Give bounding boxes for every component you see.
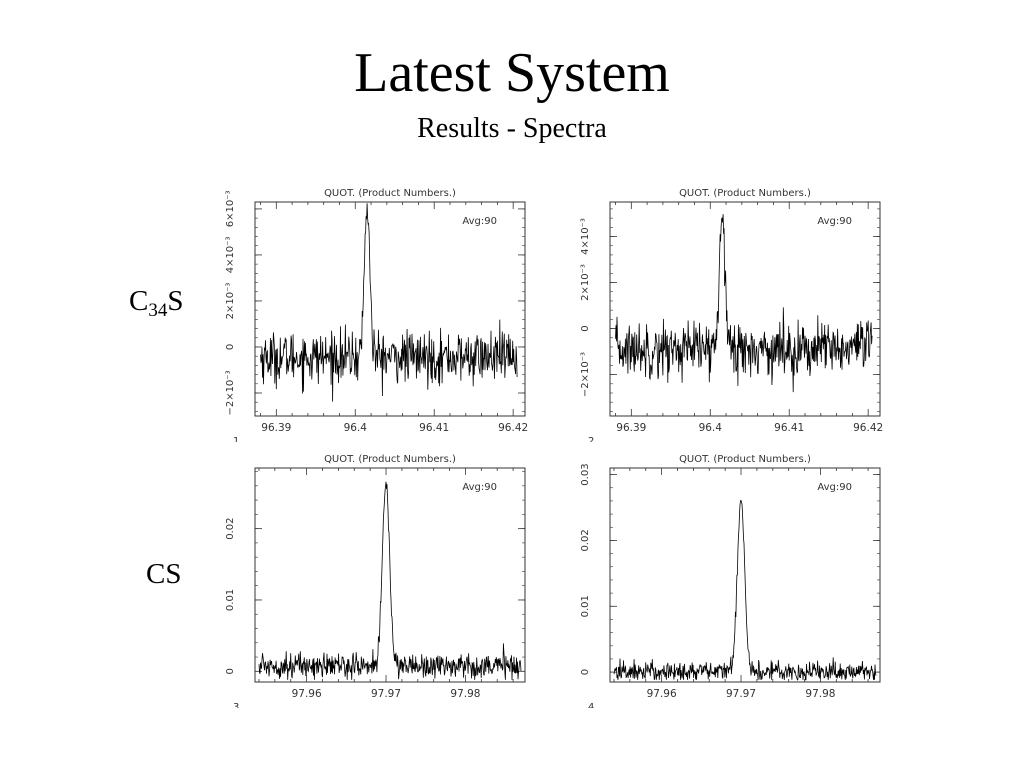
spectrum-trace — [615, 214, 873, 393]
spectrum-panel-3: QUOT. (Product Numbers.) 97.96 97.97 97.98 0… — [225, 454, 526, 708]
row-label-c34s: C34S — [129, 284, 183, 328]
x-tick-label: 96.41 — [774, 422, 804, 434]
x-tick-label: 96.4 — [699, 422, 723, 434]
plot-title: QUOT. (Product Numbers.) — [324, 454, 456, 465]
y-tick-label: 0.02 — [580, 529, 591, 551]
row-label-subscript: 34 — [148, 300, 168, 321]
y-tick-label: 0 — [580, 325, 591, 331]
avg-annotation: Avg:90 — [462, 482, 497, 493]
y-tick-label: 0 — [225, 344, 236, 350]
y-tick-label: 2×10⁻³ — [225, 283, 236, 320]
plot-title: QUOT. (Product Numbers.) — [679, 188, 811, 199]
y-tick-label: 0.01 — [225, 589, 236, 611]
spectrum-trace — [258, 481, 522, 680]
x-tick-label: 96.39 — [616, 422, 646, 434]
panel-number: 4 — [588, 702, 594, 708]
row-label-tail: S — [167, 285, 184, 317]
y-tick-label: −2×10⁻³ — [580, 352, 591, 397]
y-tick-label: 4×10⁻³ — [225, 237, 236, 274]
y-tick-label: 0 — [580, 669, 591, 675]
y-tick-label: 6×10⁻³ — [225, 191, 236, 228]
y-tick-label: 0.02 — [225, 518, 236, 540]
spectrum-panel-2: QUOT. (Product Numbers.) 96.39 96.4 96.41 96… — [580, 188, 883, 442]
y-tick-label: 2×10⁻³ — [580, 264, 591, 301]
x-tick-label: 96.42 — [498, 422, 528, 434]
panel-number: 2 — [588, 436, 594, 442]
x-tick-label: 97.98 — [450, 688, 480, 700]
x-tick-label: 97.96 — [647, 688, 677, 700]
y-tick-label: 4×10⁻³ — [580, 218, 591, 255]
row-label-cs: CS — [146, 557, 181, 591]
spectrum-trace — [613, 499, 877, 681]
spectrum-trace — [260, 203, 518, 402]
x-tick-label: 96.4 — [344, 422, 368, 434]
row-label-main: CS — [146, 558, 182, 590]
plot-frame — [609, 201, 881, 417]
panel-number: 3 — [233, 702, 239, 708]
row-label-main: C — [129, 285, 149, 317]
y-tick-label: −2×10⁻³ — [225, 370, 236, 415]
spectrum-panel-4: QUOT. (Product Numbers.) 97.96 97.97 97.98 0… — [580, 454, 881, 708]
x-tick-label: 97.97 — [726, 688, 756, 700]
plot-frame — [254, 467, 526, 683]
y-tick-label: 0.01 — [580, 595, 591, 617]
avg-annotation: Avg:90 — [817, 482, 852, 493]
panel-number: 1 — [233, 436, 239, 442]
x-tick-label: 96.42 — [853, 422, 883, 434]
x-tick-label: 96.41 — [419, 422, 449, 434]
plot-title: QUOT. (Product Numbers.) — [679, 454, 811, 465]
x-tick-label: 97.98 — [805, 688, 835, 700]
plot-frame — [254, 201, 526, 417]
plot-title: QUOT. (Product Numbers.) — [324, 188, 456, 199]
y-tick-label: 0.03 — [580, 463, 591, 485]
spectrum-panel-1: QUOT. (Product Numbers.) 96.39 96.4 96.41 96… — [225, 188, 528, 442]
x-tick-label: 97.97 — [371, 688, 401, 700]
avg-annotation: Avg:90 — [817, 216, 852, 227]
x-tick-label: 96.39 — [261, 422, 291, 434]
x-tick-label: 97.96 — [292, 688, 322, 700]
slide-title: Latest System — [354, 42, 670, 104]
plot-frame — [609, 467, 881, 683]
slide-subtitle: Results - Spectra — [417, 113, 607, 144]
y-tick-label: 0 — [225, 668, 236, 674]
avg-annotation: Avg:90 — [462, 216, 497, 227]
